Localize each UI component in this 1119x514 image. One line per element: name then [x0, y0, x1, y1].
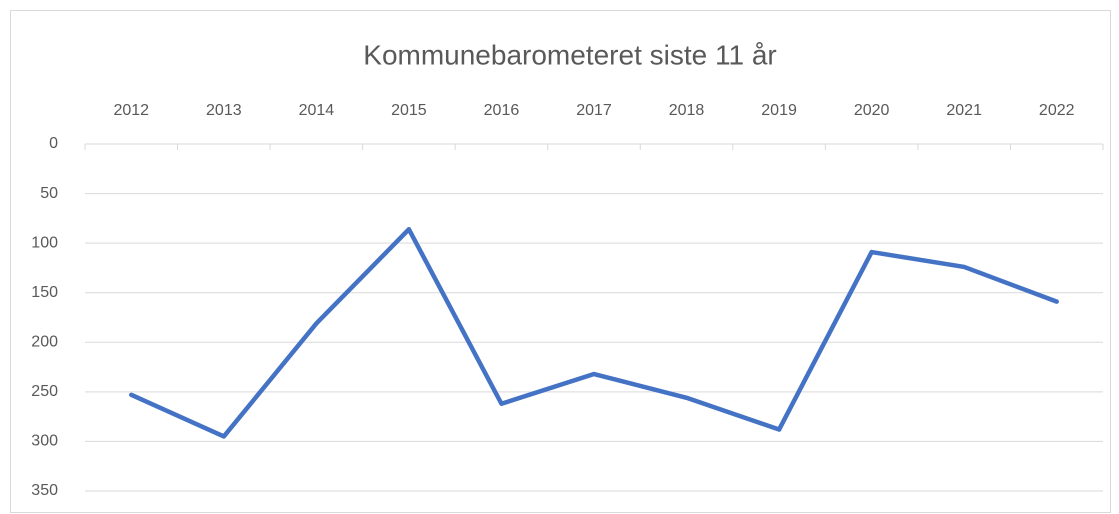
- x-tick-label: 2017: [576, 102, 612, 119]
- y-tick-label: 0: [49, 135, 58, 152]
- x-tick-label: 2016: [484, 102, 520, 119]
- y-tick-label: 200: [31, 334, 58, 351]
- y-tick-label: 350: [31, 482, 58, 499]
- x-tick-label: 2019: [761, 102, 797, 119]
- data-line: [129, 227, 1059, 439]
- y-tick-label: 100: [31, 234, 58, 251]
- chart-title: Kommunebarometeret siste 11 år: [363, 39, 776, 70]
- x-tick-label: 2014: [299, 102, 335, 119]
- x-tick-label: 2015: [391, 102, 427, 119]
- x-tick-label: 2020: [854, 102, 890, 119]
- chart-border: [10, 10, 1111, 513]
- y-tick-label: 250: [31, 383, 58, 400]
- x-tick-label: 2018: [669, 102, 705, 119]
- x-tick-label: 2013: [206, 102, 242, 119]
- y-tick-label: 150: [31, 284, 58, 301]
- x-tick-label: 2012: [113, 102, 149, 119]
- x-tick-label: 2022: [1039, 102, 1075, 119]
- y-tick-label: 300: [31, 433, 58, 450]
- x-tick-label: 2021: [946, 102, 982, 119]
- y-tick-label: 50: [40, 185, 58, 202]
